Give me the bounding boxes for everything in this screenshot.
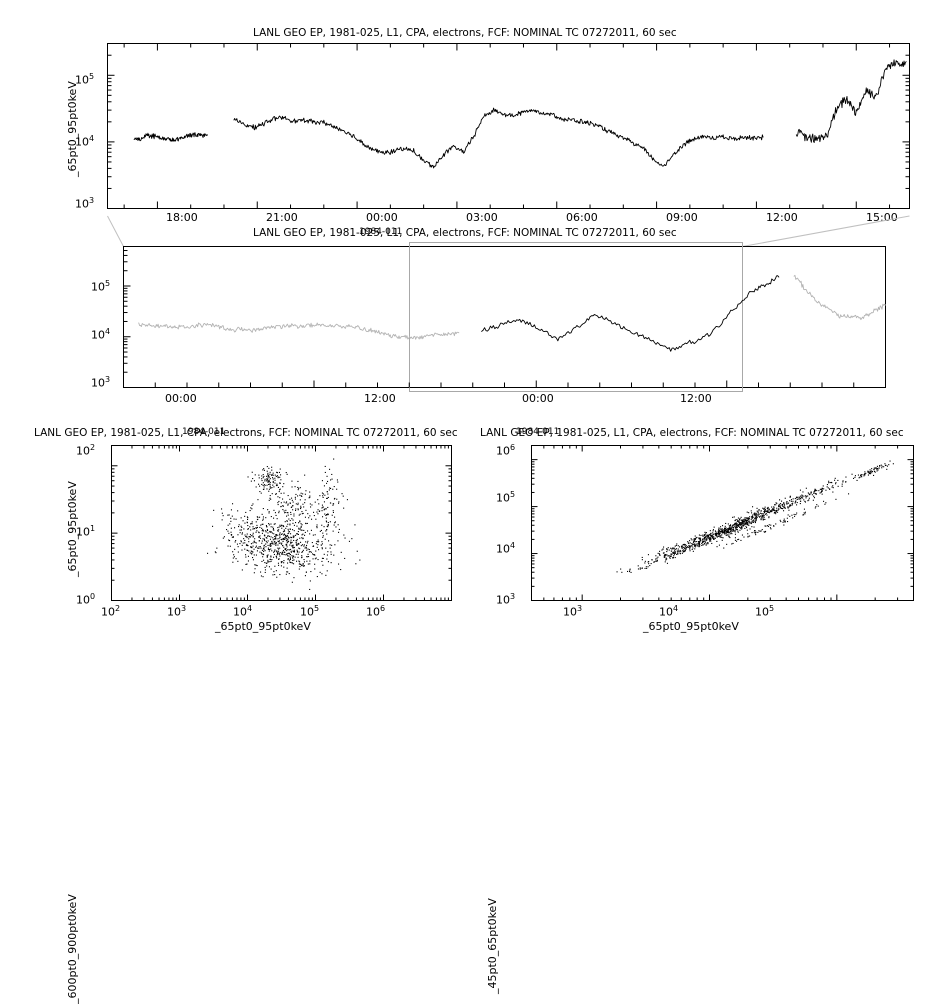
bl-xtick-1e2: 102 (101, 604, 121, 619)
middle-xtick-0: 00:00 (165, 392, 197, 405)
br-xtick-1e4: 104 (659, 604, 679, 619)
top-panel-canvas (107, 43, 910, 209)
br-xtick-1e5: 105 (755, 604, 775, 619)
bottom-left-panel-title-overlap: 1984-011 (182, 427, 226, 437)
top-xtick-2: 00:00 (366, 211, 398, 224)
middle-xtick-3: 12:00 (680, 392, 712, 405)
br-ytick-1e5: 105 (496, 490, 516, 505)
bl-xtick-1e3: 103 (167, 604, 187, 619)
bottom-left-xlabel: _65pt0_95pt0keV (215, 620, 311, 633)
middle-panel-title: LANL GEO EP, 1981-025, L1, CPA, electron… (253, 227, 677, 239)
bl-xtick-1e6: 106 (366, 604, 386, 619)
middle-ytick-1e4: 104 (91, 327, 111, 342)
top-xtick-1: 21:00 (266, 211, 298, 224)
top-panel-title: LANL GEO EP, 1981-025, L1, CPA, electron… (253, 27, 677, 39)
top-xtick-5: 09:00 (666, 211, 698, 224)
middle-context-panel: LANL GEO EP, 1981-025, L1, CPA, electron… (0, 215, 926, 577)
bottom-left-scatter-panel: LANL GEO EP, 1981-025, L1, CPA, electron… (0, 424, 463, 1004)
top-panel-yticks (107, 43, 910, 209)
bl-xtick-1e4: 104 (233, 604, 253, 619)
bl-xtick-1e5: 105 (300, 604, 320, 619)
top-panel-xticks (123, 43, 891, 209)
bottom-right-canvas (531, 445, 914, 601)
middle-ytick-1e3: 103 (91, 375, 111, 390)
bottom-right-panel-title: LANL GEO EP, 1981-025, L1, CPA, electron… (480, 427, 904, 439)
top-ytick-1e4: 104 (75, 134, 95, 149)
bottom-right-ylabel: _45pt0_65pt0keV (486, 898, 499, 994)
trace-context-right (793, 274, 886, 321)
top-timeseries-panel: LANL GEO EP, 1981-025, L1, CPA, electron… (0, 0, 926, 224)
trace-segment-2 (233, 107, 704, 169)
bl-ytick-1e1: 101 (76, 524, 96, 539)
top-xtick-4: 06:00 (566, 211, 598, 224)
middle-xtick-2: 00:00 (522, 392, 554, 405)
trace-segment-3 (702, 134, 764, 141)
top-ytick-1e3: 103 (75, 196, 95, 211)
trace-segment-4 (795, 59, 907, 144)
top-xtick-0: 18:00 (166, 211, 198, 224)
middle-panel-title-overlap: 1984-011 (359, 227, 403, 237)
middle-xtick-1: 12:00 (364, 392, 396, 405)
bottom-left-panel-title: LANL GEO EP, 1981-025, L1, CPA, electron… (34, 427, 458, 439)
br-ytick-1e6: 106 (496, 443, 516, 458)
bottom-left-canvas (111, 445, 452, 601)
top-xtick-3: 03:00 (466, 211, 498, 224)
trace-focus-window (481, 275, 780, 352)
br-ytick-1e3: 103 (496, 592, 516, 607)
zoom-connectors (107, 215, 910, 247)
bottom-right-panel-title-overlap: 1984-011 (516, 427, 560, 437)
zoom-selection-box[interactable] (409, 242, 743, 392)
br-ytick-1e4: 104 (496, 541, 516, 556)
middle-panel-xticks (123, 380, 886, 388)
bottom-right-yticks (531, 445, 914, 601)
bottom-left-xticks (111, 445, 452, 601)
bottom-right-xlabel: _65pt0_95pt0keV (643, 620, 739, 633)
br-xtick-1e3: 103 (563, 604, 583, 619)
middle-panel-yticks (123, 246, 131, 388)
top-xtick-7: 15:00 (866, 211, 898, 224)
trace-segment-1 (133, 132, 208, 142)
bottom-left-ylabel: _600pt0_900pt0keV (66, 894, 79, 1004)
middle-panel-frame (123, 246, 886, 388)
bl-ytick-1e2: 102 (76, 443, 96, 458)
bl-ytick-1e0: 100 (76, 592, 96, 607)
top-panel-traces (133, 59, 907, 169)
bottom-right-xticks (531, 445, 914, 601)
bottom-left-yticks (111, 445, 452, 601)
top-xtick-6: 12:00 (766, 211, 798, 224)
trace-context-left (138, 322, 460, 340)
bottom-right-points (616, 460, 894, 573)
bottom-left-points (207, 458, 361, 590)
bottom-right-scatter-panel: LANL GEO EP, 1981-025, L1, CPA, electron… (463, 424, 926, 994)
middle-panel-canvas (107, 215, 910, 392)
top-ytick-1e5: 105 (75, 72, 95, 87)
middle-panel-traces (138, 274, 886, 352)
middle-ytick-1e5: 105 (91, 279, 111, 294)
